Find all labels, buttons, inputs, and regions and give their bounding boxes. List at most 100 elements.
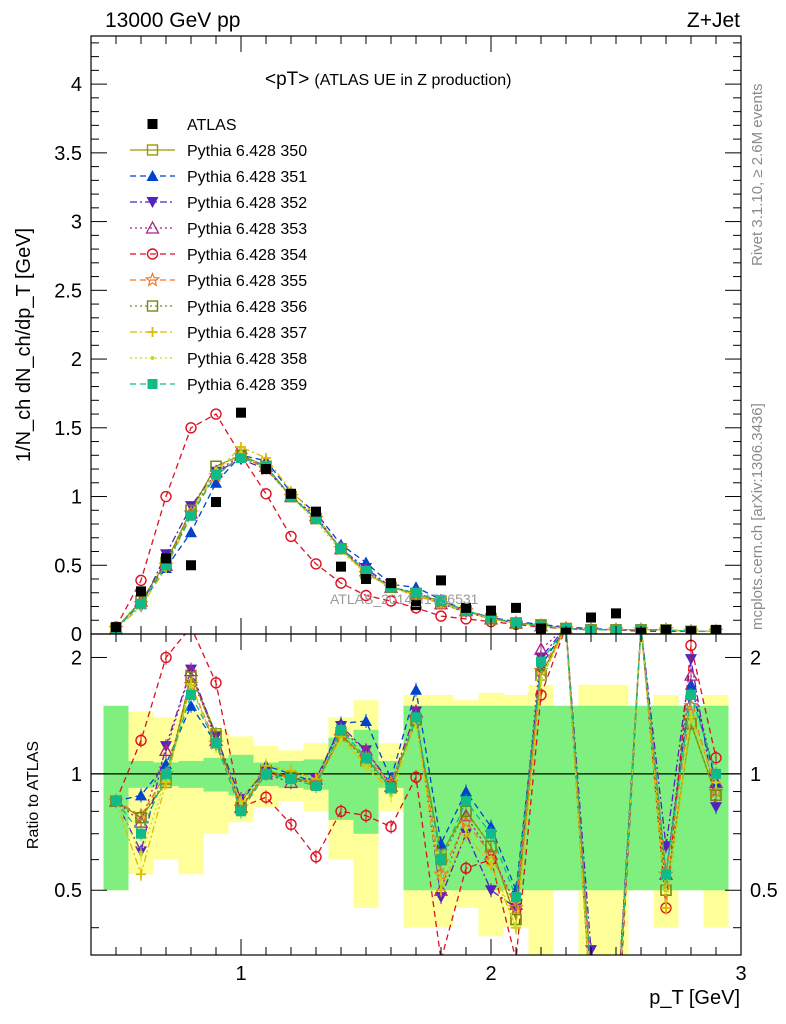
series-ratio-point	[710, 789, 722, 802]
series-ratio-point	[438, 954, 444, 955]
series-ratio-point	[586, 1002, 596, 1012]
series-point	[210, 476, 222, 488]
data-point	[461, 602, 471, 613]
main-y-tick-label: 1.5	[54, 418, 82, 440]
series-ratio-point	[285, 818, 297, 831]
series-ratio-point	[135, 734, 147, 747]
series-point	[236, 453, 246, 464]
legend-entry-7: Pythia 6.428 356	[130, 299, 307, 316]
series-ratio-point	[464, 827, 468, 832]
series-ratio-point	[664, 888, 668, 893]
series-point	[135, 574, 147, 587]
series-ratio-point	[439, 881, 443, 886]
data-point	[161, 553, 171, 564]
series-ratio-point	[111, 796, 121, 807]
data-point	[186, 560, 196, 571]
series-point	[185, 422, 197, 434]
ratio-y-tick-label: 1	[71, 764, 82, 786]
series-ratio-point	[685, 678, 697, 690]
chart-subtitle: (ATLAS UE in Z production)	[314, 72, 511, 89]
main-y-tick-label: 3	[71, 212, 82, 234]
series-ratio-point	[485, 885, 497, 897]
data-point	[336, 561, 346, 572]
series-ratio-point	[364, 763, 368, 768]
series-point	[186, 510, 196, 521]
legend-label: Pythia 6.428 356	[187, 299, 307, 316]
mcplots-label: mcplots.cern.ch [arXiv:1306.3436]	[749, 403, 766, 630]
series-ratio-point	[336, 724, 346, 735]
series-ratio-point	[460, 785, 472, 797]
series-ratio-point	[710, 802, 722, 814]
ratio-y-tick-label: 0.5	[54, 880, 82, 902]
legend-entry-4: Pythia 6.428 353	[130, 220, 307, 238]
main-panel: ATLAS_2014_I1736531 0 0.5 1 1.5 2 2.5 3 3.5 4 <p…	[13, 35, 742, 646]
y-axis-label: 1/N_ch dN_ch/dp_T [GeV]	[13, 228, 35, 462]
series-ratio-point	[161, 768, 171, 779]
legend-entry-1: Pythia 6.428 350	[130, 143, 307, 160]
legend-entry-8: Pythia 6.428 357	[130, 325, 307, 342]
x-tick-label: 1	[235, 963, 246, 985]
legend-entry-2: Pythia 6.428 351	[130, 169, 307, 186]
series-ratio-point	[310, 851, 322, 863]
series-ratio-point	[685, 654, 697, 666]
legend-label: Pythia 6.428 355	[187, 273, 307, 290]
series-point	[335, 577, 347, 589]
legend-marker	[146, 300, 159, 312]
series-ratio-point	[460, 862, 472, 874]
series-point	[360, 589, 372, 602]
band-inner-bin	[528, 705, 554, 891]
data-point	[361, 574, 371, 585]
series-point	[160, 490, 172, 503]
legend-marker	[146, 248, 159, 260]
data-point	[411, 600, 421, 611]
series-ratio-point	[686, 689, 696, 700]
main-y-tick-label: 2	[71, 349, 82, 371]
series-ratio-point	[260, 791, 272, 803]
main-y-tick-label: 0	[71, 624, 82, 646]
series-ratio-point	[136, 828, 146, 839]
series-ratio-point	[461, 796, 471, 807]
series-point	[486, 612, 496, 623]
series-point	[211, 469, 221, 480]
series-point	[411, 587, 421, 598]
series-ratio-point	[511, 892, 521, 903]
legend-entry-9: Pythia 6.428 358	[130, 351, 307, 368]
legend-marker	[150, 356, 155, 360]
series-point	[136, 598, 146, 609]
series-ratio-point	[210, 677, 222, 689]
series-point	[435, 610, 447, 622]
legend-label: Pythia 6.428 350	[187, 143, 307, 160]
series-ratio-point	[386, 782, 396, 793]
data-point	[586, 612, 596, 623]
series-ratio-point	[158, 743, 174, 757]
legend-entry-3: Pythia 6.428 352	[130, 195, 307, 212]
ratio-y-axis-label: Ratio to ATLAS	[25, 741, 42, 849]
series-ratio-point	[486, 828, 496, 839]
series-line	[115, 454, 716, 632]
series-ratio-point	[185, 699, 197, 711]
main-y-tick-label: 1	[71, 487, 82, 509]
legend-entry-6: Pythia 6.428 355	[130, 271, 307, 290]
series-ratio-point	[539, 677, 543, 682]
series-ratio-point	[410, 683, 422, 695]
ratio-y-tick-label-right: 2	[750, 647, 761, 669]
series-ratio-point	[261, 768, 271, 779]
legend: ATLAS Pythia 6.428 350 Pythia 6.428 351 Pyt…	[130, 117, 307, 394]
series-ratio-point	[186, 689, 196, 700]
series-point	[285, 530, 297, 543]
series-ratio-point	[711, 768, 721, 779]
series-ratio-point	[339, 738, 343, 743]
data-point	[511, 602, 521, 613]
main-y-tick-label: 4	[71, 74, 82, 96]
legend-marker	[146, 144, 159, 156]
legend-label: Pythia 6.428 358	[187, 351, 307, 368]
rivet-label: Rivet 3.1.10, ≥ 2.6M events	[749, 84, 766, 267]
series-ratio-point	[311, 781, 321, 792]
legend-label: Pythia 6.428 353	[187, 221, 307, 238]
series-ratio-point	[139, 852, 143, 857]
legend-entry-5: Pythia 6.428 354	[130, 247, 307, 264]
legend-label: Pythia 6.428 359	[187, 377, 307, 394]
legend-marker	[147, 119, 158, 129]
series-point	[361, 565, 371, 576]
